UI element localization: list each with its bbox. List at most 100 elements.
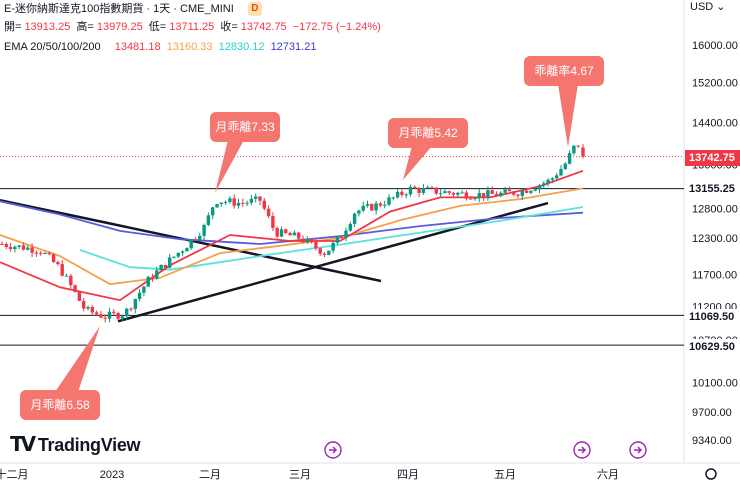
ema20-line [0, 169, 584, 302]
candle-body [292, 232, 297, 236]
ema50-line [0, 187, 584, 286]
candle-body [90, 307, 94, 313]
candle-body [469, 198, 473, 200]
candle-body [473, 198, 477, 200]
candle-body [258, 196, 262, 201]
candle-body [249, 198, 254, 203]
x-tick-label: 四月 [397, 469, 419, 481]
low-value: 13711.25 [169, 21, 215, 33]
y-tick-label: 12300.00 [692, 233, 738, 245]
event-marker-jun[interactable] [629, 441, 647, 459]
candle-body [490, 190, 494, 194]
candle-body [73, 285, 77, 292]
currency-selector[interactable]: USD ⌄ [690, 0, 726, 13]
candle-body [309, 238, 314, 243]
ema100-value: 12830.12 [218, 41, 265, 53]
candle-body [529, 190, 533, 193]
ema-label[interactable]: EMA 20/50/100/200 [4, 41, 101, 53]
callout-deviation-dec[interactable]: 月乖離6.58 [20, 390, 100, 420]
candle-body [430, 187, 434, 189]
candle-body [211, 207, 215, 216]
candle-body [340, 237, 344, 239]
candle-body [215, 204, 219, 208]
candle-body [314, 242, 318, 249]
trendline-support [117, 201, 549, 323]
candle-body [254, 196, 258, 199]
candle-body [297, 232, 301, 239]
ohlc-row: 開= 13913.25 高= 13979.25 低= 13711.25 收= 13742… [4, 18, 384, 34]
candle-body [395, 191, 400, 198]
candle-body [266, 208, 271, 217]
candle-body [13, 246, 17, 250]
candle-body [481, 193, 486, 198]
candle-body [365, 204, 370, 206]
candle-body [64, 275, 69, 277]
candle-body [56, 262, 60, 265]
candle-body [542, 183, 546, 186]
level-tag-1: 13155.25 [685, 181, 740, 197]
x-tick-label: 二月 [199, 469, 221, 481]
candle-body [563, 163, 567, 169]
candle-body [142, 286, 146, 293]
candle-body [279, 229, 284, 237]
candle-body [417, 188, 421, 193]
callout-tail-apr [403, 146, 432, 180]
y-tick-label: 16000.00 [692, 40, 738, 52]
candle-body [168, 257, 172, 268]
y-tick-label: 11700.00 [692, 270, 737, 282]
arrow-right-icon [634, 446, 642, 454]
candle-body [546, 179, 550, 184]
candle-body [107, 311, 112, 319]
candle-body [137, 292, 142, 300]
candle-body [133, 299, 137, 309]
candle-body [155, 270, 159, 279]
candle-body [533, 189, 537, 191]
candle-body [69, 275, 73, 286]
candle-body [284, 229, 288, 234]
callout-deviation-apr[interactable]: 月乖離5.42 [388, 118, 468, 148]
candle-body [206, 215, 211, 225]
candle-body [120, 316, 125, 319]
candle-body [0, 243, 4, 245]
ema200-value: 12731.21 [270, 41, 317, 53]
level-tag-2: 11069.50 [685, 309, 740, 325]
candle-body [524, 190, 529, 193]
callout-deviation-may[interactable]: 乖離率4.67 [524, 56, 604, 86]
candle-body [447, 191, 451, 193]
low-label: 低= [148, 21, 167, 33]
chart-title-row: E-迷你納斯達克100指數期貨 · 1天 · CME_MINI D [4, 0, 265, 17]
candle-body [275, 227, 279, 237]
arrow-right-icon [578, 446, 586, 454]
candle-body [391, 197, 395, 199]
candle-body [129, 308, 133, 310]
callout-tail-dec [55, 326, 100, 392]
timeframe-badge[interactable]: D [247, 2, 262, 17]
chart-title[interactable]: E-迷你納斯達克100指數期貨 · 1天 · CME_MINI [4, 3, 234, 15]
y-tick-label: 12800.00 [692, 204, 738, 216]
chevron-down-icon: ⌄ [716, 1, 726, 13]
candle-body [34, 252, 39, 254]
candle-body [370, 204, 374, 211]
last-candle-body [581, 147, 585, 157]
candle-body [245, 202, 249, 204]
last-price-tag: 13742.75 [685, 150, 740, 166]
candle-body [318, 248, 322, 254]
candle-body [434, 187, 438, 194]
candle-body [512, 191, 516, 195]
ema-row: EMA 20/50/100/200 13481.18 13160.33 1283… [4, 41, 319, 53]
candle-body [348, 223, 352, 231]
event-marker-mar[interactable] [324, 441, 342, 459]
candle-body [421, 187, 426, 193]
x-tick-label: 六月 [597, 468, 619, 481]
event-marker-may[interactable] [573, 441, 591, 459]
callout-deviation-feb[interactable]: 月乖離7.33 [210, 112, 280, 142]
candle-body [550, 178, 555, 180]
candle-body [357, 210, 361, 214]
logo-text: TradingView [37, 435, 141, 455]
candle-body [503, 189, 507, 193]
candle-body [451, 192, 456, 195]
candle-body [241, 202, 245, 204]
candle-body [228, 198, 232, 202]
ema100-line [79, 206, 584, 271]
